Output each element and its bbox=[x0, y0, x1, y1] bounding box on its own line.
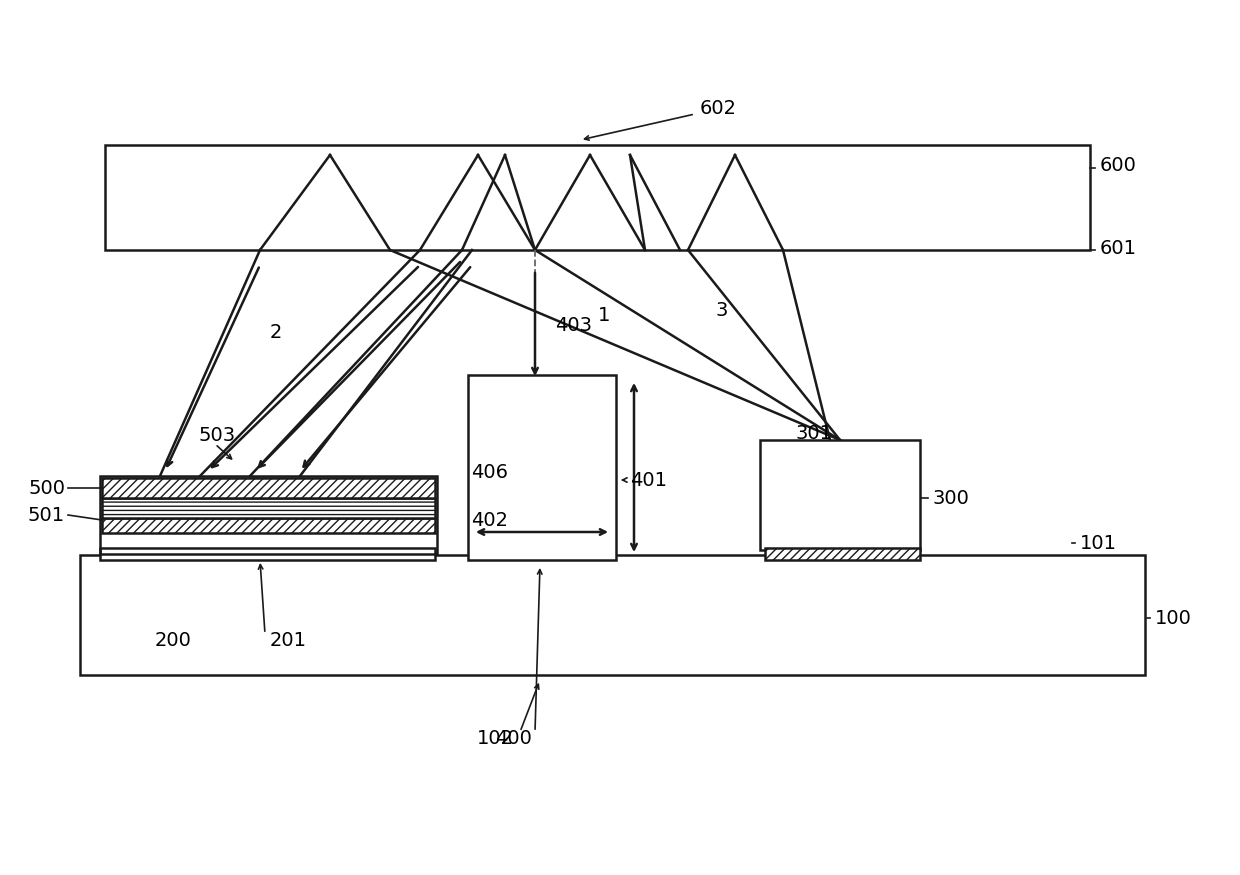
Text: 1: 1 bbox=[598, 305, 610, 325]
Text: 400: 400 bbox=[495, 729, 532, 747]
Bar bbox=[102, 478, 435, 498]
Bar bbox=[760, 440, 920, 550]
Bar bbox=[100, 548, 435, 560]
Bar bbox=[100, 476, 436, 554]
Text: 100: 100 bbox=[1154, 608, 1192, 627]
Text: 300: 300 bbox=[932, 488, 968, 508]
Text: 3: 3 bbox=[715, 300, 728, 319]
Text: 200: 200 bbox=[155, 631, 192, 649]
Text: 601: 601 bbox=[1100, 239, 1137, 257]
Text: 102: 102 bbox=[476, 729, 513, 747]
Text: 500: 500 bbox=[29, 479, 64, 498]
Text: 406: 406 bbox=[471, 463, 508, 481]
Text: 201: 201 bbox=[270, 631, 308, 649]
Bar bbox=[102, 498, 435, 518]
Text: 402: 402 bbox=[471, 510, 508, 529]
Bar bbox=[765, 548, 920, 560]
Text: 600: 600 bbox=[1100, 156, 1137, 174]
Text: 403: 403 bbox=[556, 316, 591, 334]
Bar bbox=[467, 375, 616, 560]
Text: 2: 2 bbox=[270, 323, 283, 341]
Text: 503: 503 bbox=[198, 425, 236, 444]
Text: 401: 401 bbox=[630, 471, 667, 489]
Bar bbox=[81, 555, 1145, 675]
Text: 101: 101 bbox=[1080, 534, 1117, 552]
Text: 501: 501 bbox=[27, 506, 64, 524]
Bar bbox=[105, 145, 1090, 250]
Bar bbox=[102, 518, 435, 533]
Text: 301: 301 bbox=[795, 424, 832, 443]
Text: 602: 602 bbox=[701, 99, 737, 117]
